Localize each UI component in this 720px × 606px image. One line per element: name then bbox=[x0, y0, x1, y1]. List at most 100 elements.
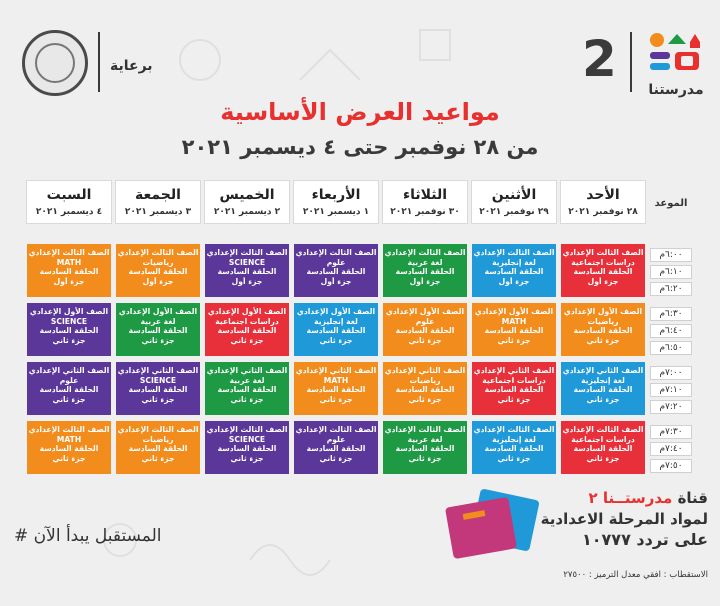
cell-line: الحلقة السادسة bbox=[128, 385, 188, 395]
day-header: الأربعاء ١ ديسمبر ٢٠٢١ bbox=[293, 180, 379, 224]
time-slot: ٧:١٠م bbox=[650, 383, 692, 397]
schedule-cell: الصف الثاني الإعدادي رياضيات الحلقة السادس… bbox=[383, 362, 467, 415]
cell-line: لغة عربية bbox=[229, 375, 265, 385]
cell-line: الحلقة السادسة bbox=[217, 444, 277, 454]
cell-line: جزء ثاني bbox=[586, 335, 620, 345]
cell-line: الصف الثالث الإعدادي bbox=[562, 248, 644, 257]
cell-line: SCIENCE bbox=[50, 316, 88, 326]
page-subtitle: من ٢٨ نوفمبر حتى ٤ ديسمبر ٢٠٢١ bbox=[181, 135, 539, 159]
channel-number: 2 bbox=[582, 30, 617, 88]
schedule-cell: الصف الثالث الإعدادي علوم الحلقة السادسة جز… bbox=[294, 421, 378, 474]
day-header: الجمعة ٣ ديسمبر ٢٠٢١ bbox=[115, 180, 201, 224]
cell-line: الصف الثالث الإعدادي bbox=[28, 248, 110, 257]
time-slot: ٧:٥٠م bbox=[650, 459, 692, 473]
cell-line: الحلقة السادسة bbox=[39, 326, 99, 336]
day-date: ٢ ديسمبر ٢٠٢١ bbox=[213, 207, 281, 217]
cell-line: جزء أول bbox=[498, 276, 530, 286]
cell-line: الصف الثالث الإعدادي bbox=[28, 425, 110, 434]
cell-line: الحلقة السادسة bbox=[306, 385, 366, 395]
cell-line: الصف الثاني الإعدادي bbox=[28, 366, 110, 375]
cell-line: MATH bbox=[323, 375, 349, 385]
cell-line: الصف الثاني الإعدادي bbox=[295, 366, 377, 375]
cell-line: الحلقة السادسة bbox=[573, 444, 633, 454]
books-illustration bbox=[445, 489, 540, 559]
cell-line: جزء ثاني bbox=[497, 394, 531, 404]
cell-line: الصف الأول الإعدادي bbox=[207, 307, 287, 316]
cell-line: الصف الثالث الإعدادي bbox=[473, 425, 555, 434]
cell-line: الحلقة السادسة bbox=[128, 444, 188, 454]
time-slot: ٧:٤٠م bbox=[650, 442, 692, 456]
schedule-cell: الصف الأول الإعدادي دراسات اجتماعية الحلقة… bbox=[205, 303, 289, 356]
cell-line: الحلقة السادسة bbox=[39, 267, 99, 277]
cell-line: الصف الثالث الإعدادي bbox=[206, 248, 288, 257]
day-date: ٤ ديسمبر ٢٠٢١ bbox=[35, 207, 103, 217]
schedule-cell: الصف الثاني الإعدادي دراسات اجتماعية الحلق… bbox=[472, 362, 556, 415]
schedule-cell: الصف الثالث الإعدادي لغة إنجليزية الحلقة ا… bbox=[472, 244, 556, 297]
cell-line: لغة عربية bbox=[140, 316, 176, 326]
time-slot: ٦:٢٠م bbox=[650, 282, 692, 296]
cell-line: دراسات اجتماعية bbox=[571, 434, 635, 444]
cell-line: لغة إنجليزية bbox=[314, 316, 358, 326]
cell-line: الصف الثالث الإعدادي bbox=[206, 425, 288, 434]
cell-line: جزء ثاني bbox=[408, 453, 442, 463]
cell-line: الحلقة السادسة bbox=[395, 267, 455, 277]
day-name: الأربعاء bbox=[311, 187, 361, 203]
schedule-cell: الصف الثالث الإعدادي لغة عربية الحلقة السا… bbox=[383, 421, 467, 474]
schedule-cell: الصف الثالث الإعدادي رياضيات الحلقة السادس… bbox=[116, 244, 200, 297]
time-slot: ٦:٣٠م bbox=[650, 307, 692, 321]
time-slot: ٧:٣٠م bbox=[650, 425, 692, 439]
time-slot: ٦:١٠م bbox=[650, 265, 692, 279]
day-header: الأحد ٢٨ نوفمبر ٢٠٢١ bbox=[560, 180, 646, 224]
cell-line: الحلقة السادسة bbox=[573, 385, 633, 395]
cell-line: الصف الثالث الإعدادي bbox=[117, 248, 199, 257]
day-name: الخميس bbox=[219, 187, 275, 203]
cell-line: الصف الأول الإعدادي bbox=[118, 307, 198, 316]
cell-line: دراسات اجتماعية bbox=[571, 257, 635, 267]
cell-line: لغة إنجليزية bbox=[492, 257, 536, 267]
cell-line: جزء ثاني bbox=[319, 335, 353, 345]
cell-line: الصف الثالث الإعدادي bbox=[473, 248, 555, 257]
time-slot: ٧:٢٠م bbox=[650, 400, 692, 414]
page-title: مواعيد العرض الأساسية bbox=[220, 98, 500, 126]
schedule-cell: الصف الثاني الإعدادي لغة عربية الحلقة السا… bbox=[205, 362, 289, 415]
cell-line: جزء ثاني bbox=[319, 453, 353, 463]
cell-line: الحلقة السادسة bbox=[306, 326, 366, 336]
schedule-cell: الصف الثاني الإعدادي SCIENCE الحلقة السادس… bbox=[116, 362, 200, 415]
cell-line: لغة عربية bbox=[407, 434, 443, 444]
day-header: الخميس ٢ ديسمبر ٢٠٢١ bbox=[204, 180, 290, 224]
schedule-cell: الصف الثالث الإعدادي MATH الحلقة السادسة جز… bbox=[27, 421, 111, 474]
day-date: ٣ ديسمبر ٢٠٢١ bbox=[124, 207, 192, 217]
cell-line: الحلقة السادسة bbox=[217, 267, 277, 277]
schedule-cell: الصف الثالث الإعدادي لغة عربية الحلقة السا… bbox=[383, 244, 467, 297]
cell-line: جزء ثاني bbox=[319, 394, 353, 404]
cell-line: جزء ثاني bbox=[497, 453, 531, 463]
schedule-cell: الصف الثالث الإعدادي رياضيات الحلقة السادس… bbox=[116, 421, 200, 474]
cell-line: الحلقة السادسة bbox=[128, 267, 188, 277]
cell-line: جزء ثاني bbox=[141, 394, 175, 404]
cell-line: جزء ثاني bbox=[408, 335, 442, 345]
cell-line: الصف الثالث الإعدادي bbox=[117, 425, 199, 434]
channel-subject-line: لمواد المرحلة الاعدادية bbox=[540, 510, 708, 528]
cell-line: الصف الأول الإعدادي bbox=[29, 307, 109, 316]
schedule-cell: الصف الثالث الإعدادي لغة إنجليزية الحلقة ا… bbox=[472, 421, 556, 474]
day-name: الجمعة bbox=[135, 187, 181, 203]
channel-name: مدرستنا bbox=[648, 82, 704, 98]
schedule-cell: الصف الأول الإعدادي SCIENCE الحلقة السادسة… bbox=[27, 303, 111, 356]
cell-line: الصف الثاني الإعدادي bbox=[562, 366, 644, 375]
cell-line: الحلقة السادسة bbox=[217, 385, 277, 395]
cell-line: الصف الأول الإعدادي bbox=[296, 307, 376, 316]
schedule-cell: الصف الثالث الإعدادي دراسات اجتماعية الحلق… bbox=[561, 244, 645, 297]
sponsor-label: برعاية bbox=[110, 58, 153, 74]
cell-line: الحلقة السادسة bbox=[484, 385, 544, 395]
day-header: السبت ٤ ديسمبر ٢٠٢١ bbox=[26, 180, 112, 224]
cell-line: MATH bbox=[56, 257, 82, 267]
day-header: الثلاثاء ٣٠ نوفمبر ٢٠٢١ bbox=[382, 180, 468, 224]
header-divider-right bbox=[630, 32, 632, 92]
schedule-cell: الصف الثاني الإعدادي لغة إنجليزية الحلقة ا… bbox=[561, 362, 645, 415]
cell-line: علوم bbox=[326, 434, 346, 444]
cell-line: جزء ثاني bbox=[141, 453, 175, 463]
channel-title-name: مدرستــنا ٢ bbox=[588, 489, 673, 507]
cell-line: MATH bbox=[56, 434, 82, 444]
channel-frequency-line: على تردد ١٠٧٧٧ bbox=[582, 530, 708, 549]
cell-line: جزء ثاني bbox=[408, 394, 442, 404]
